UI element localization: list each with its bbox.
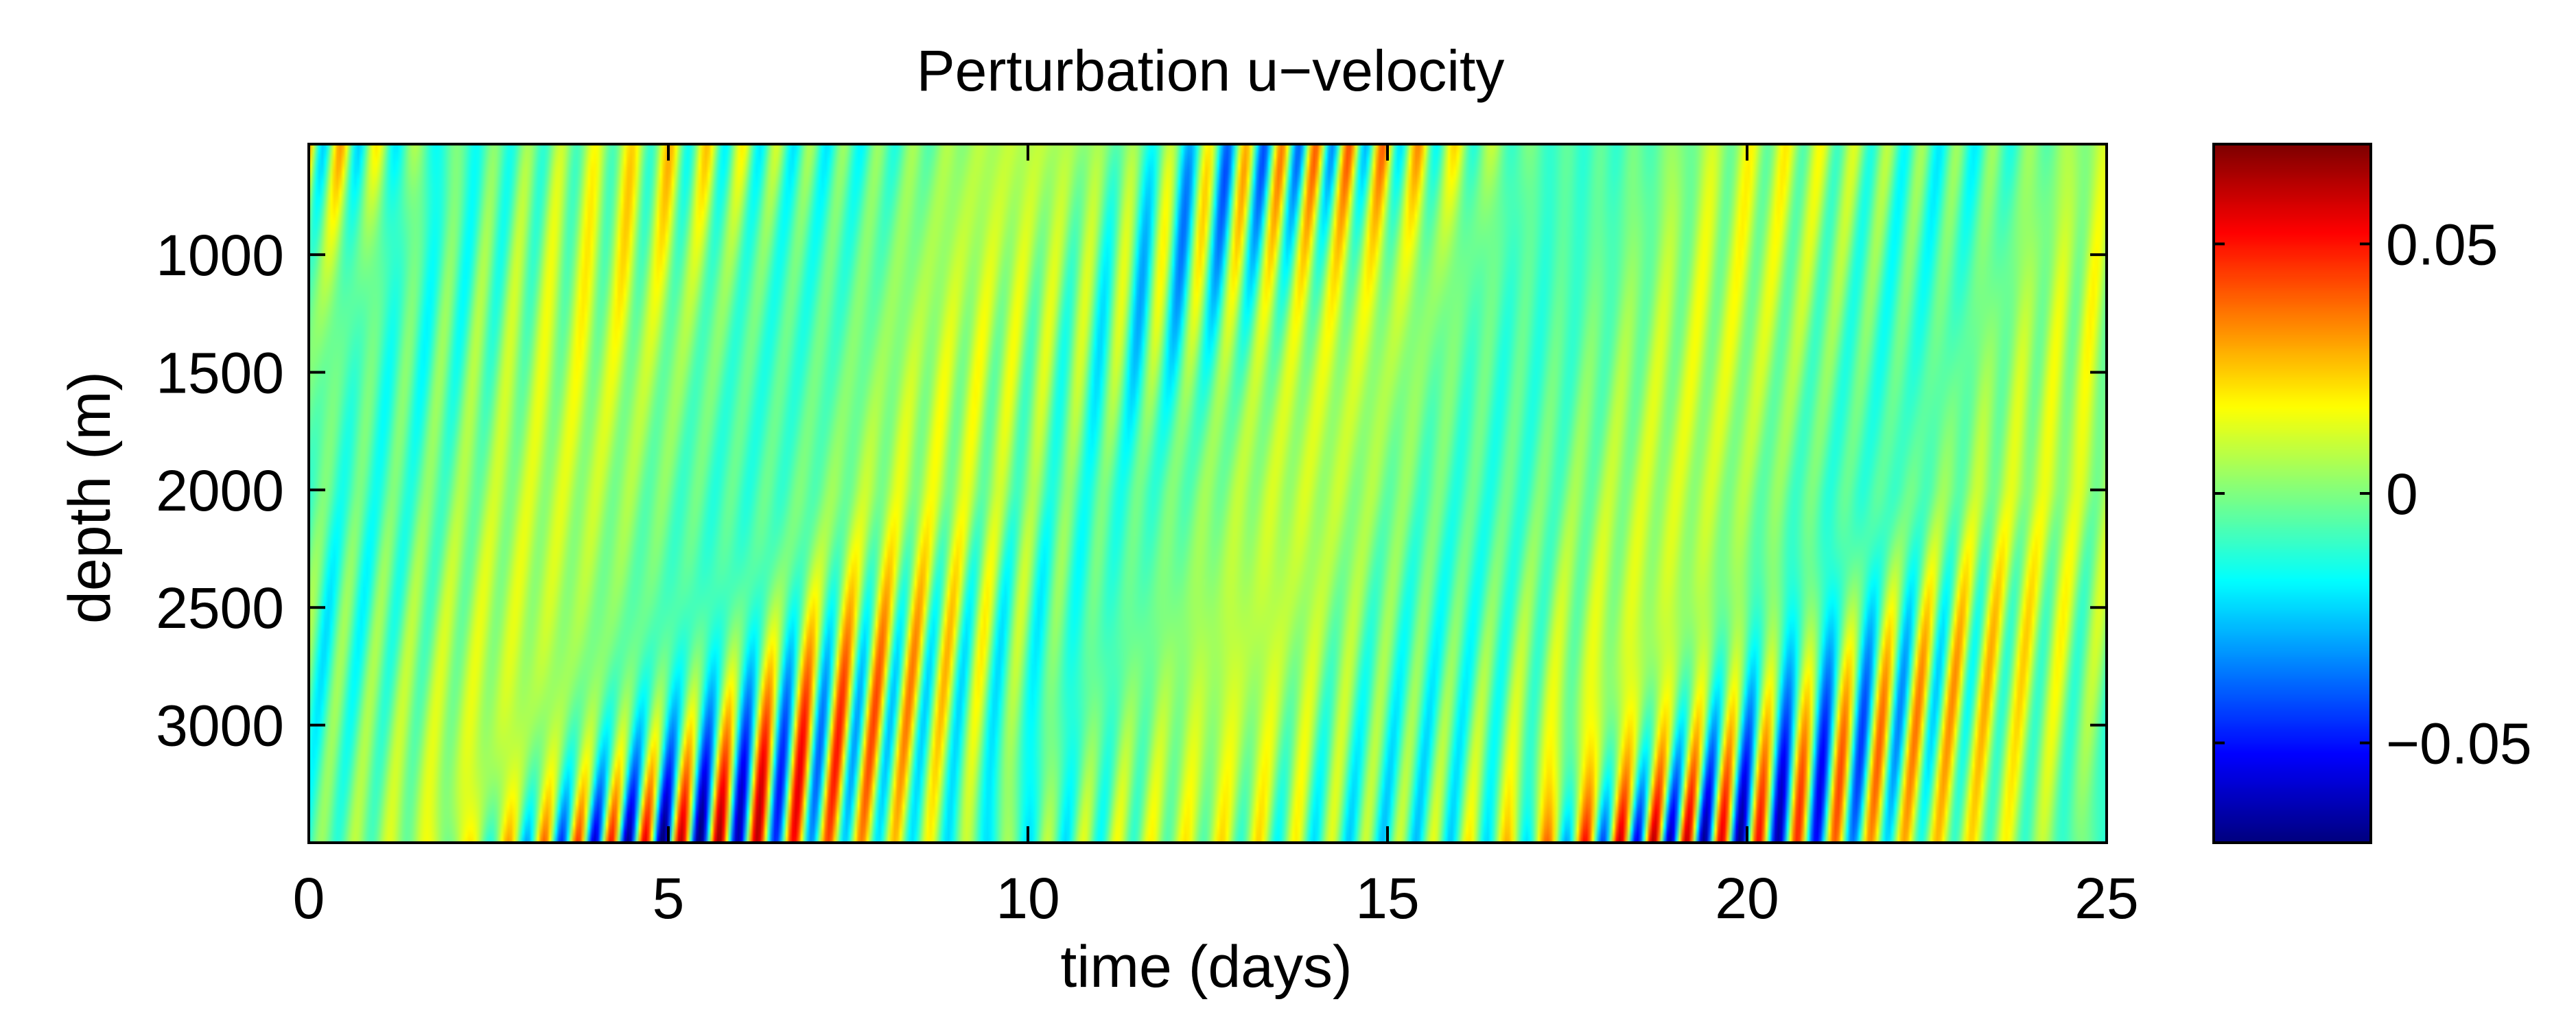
y-tick-label: 2500 xyxy=(156,576,284,640)
y-tick-label: 1500 xyxy=(156,340,284,405)
y-tick-label: 1000 xyxy=(156,223,284,288)
colorbar-tick-label: 0 xyxy=(2386,462,2418,526)
x-tick-label: 0 xyxy=(293,866,325,931)
y-tick-label: 2000 xyxy=(156,458,284,523)
x-axis-label: time (days) xyxy=(1060,934,1352,1000)
x-tick-label: 15 xyxy=(1355,866,1419,931)
colorbar-tick-label: −0.05 xyxy=(2386,712,2532,776)
y-axis: 1000 1500 2000 2500 3000 xyxy=(156,223,2107,758)
x-axis: 0 5 10 15 20 25 xyxy=(293,144,2139,931)
colorbar-gradient xyxy=(2214,144,2371,843)
colorbar-ticks: 0.05 0 −0.05 xyxy=(2214,212,2532,776)
colorbar-tick-label: 0.05 xyxy=(2386,212,2498,277)
heatmap-field xyxy=(309,144,2107,843)
colorbar: 0.05 0 −0.05 xyxy=(2212,143,2532,844)
plot-area: 0 5 10 15 20 25 1000 1500 2000 2500 3000 xyxy=(156,143,2139,931)
x-tick-label: 10 xyxy=(996,866,1059,931)
plot-frame xyxy=(307,143,2108,844)
chart-title: Perturbation u−velocity xyxy=(917,38,1505,103)
x-tick-label: 5 xyxy=(653,866,685,931)
x-tick-label: 25 xyxy=(2074,866,2138,931)
y-axis-label: depth (m) xyxy=(57,371,123,624)
y-tick-label: 3000 xyxy=(156,694,284,758)
x-tick-label: 20 xyxy=(1715,866,1779,931)
